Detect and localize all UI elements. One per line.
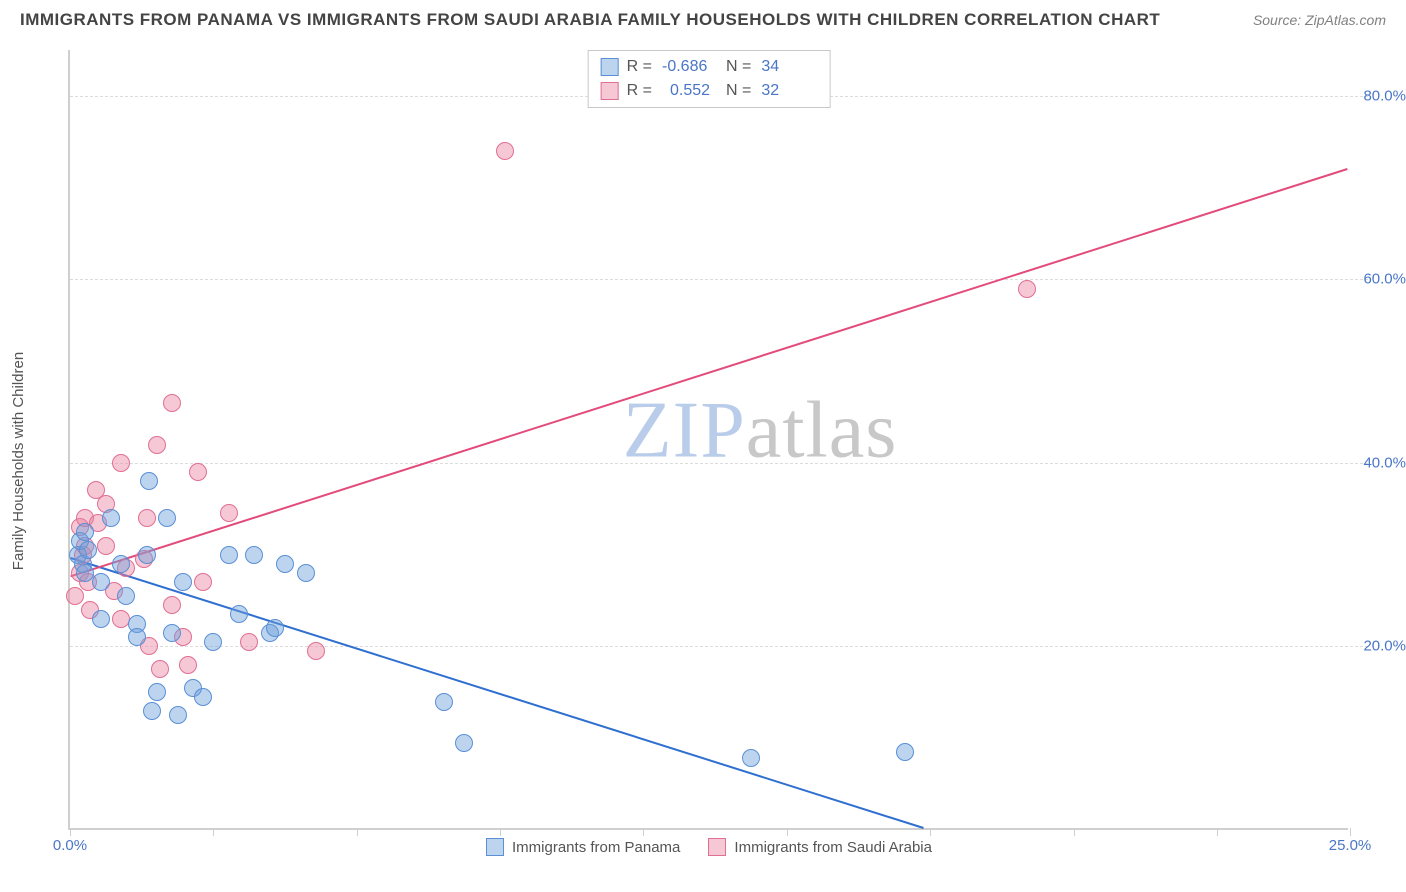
legend-item-saudi: Immigrants from Saudi Arabia: [708, 838, 932, 856]
legend-item-panama: Immigrants from Panama: [486, 838, 680, 856]
x-tick: [930, 828, 931, 836]
data-point: [455, 734, 473, 752]
legend-row-panama: R = -0.686 N = 34: [601, 55, 818, 79]
data-point: [66, 587, 84, 605]
x-tick: [500, 828, 501, 836]
swatch-panama: [486, 838, 504, 856]
data-point: [179, 656, 197, 674]
swatch-saudi: [601, 82, 619, 100]
data-point: [102, 509, 120, 527]
data-point: [194, 573, 212, 591]
data-point: [138, 546, 156, 564]
correlation-legend: R = -0.686 N = 34 R = 0.552 N = 32: [588, 50, 831, 108]
data-point: [297, 564, 315, 582]
data-point: [148, 436, 166, 454]
data-point: [266, 619, 284, 637]
data-point: [1018, 280, 1036, 298]
r-label: R =: [627, 55, 652, 79]
r-label: R =: [627, 79, 652, 103]
data-point: [220, 546, 238, 564]
y-tick-label: 80.0%: [1363, 87, 1406, 104]
data-point: [435, 693, 453, 711]
swatch-panama: [601, 58, 619, 76]
chart-title: IMMIGRANTS FROM PANAMA VS IMMIGRANTS FRO…: [20, 10, 1160, 30]
data-point: [169, 706, 187, 724]
y-tick-label: 40.0%: [1363, 454, 1406, 471]
n-value-panama: 34: [761, 55, 817, 79]
x-tick: [1217, 828, 1218, 836]
data-point: [307, 642, 325, 660]
x-tick: [1074, 828, 1075, 836]
data-point: [163, 624, 181, 642]
data-point: [143, 702, 161, 720]
x-tick: [213, 828, 214, 836]
data-point: [151, 660, 169, 678]
y-tick-label: 20.0%: [1363, 638, 1406, 655]
swatch-saudi: [708, 838, 726, 856]
x-tick-label: 0.0%: [53, 837, 87, 854]
series-name-panama: Immigrants from Panama: [512, 839, 680, 856]
data-point: [158, 509, 176, 527]
x-tick: [787, 828, 788, 836]
data-point: [79, 541, 97, 559]
data-point: [97, 537, 115, 555]
data-point: [896, 743, 914, 761]
data-point: [148, 683, 166, 701]
data-point: [76, 523, 94, 541]
data-point: [92, 573, 110, 591]
data-point: [189, 463, 207, 481]
r-value-panama: -0.686: [662, 55, 718, 79]
series-legend: Immigrants from Panama Immigrants from S…: [486, 838, 932, 856]
y-axis-label: Family Households with Children: [10, 352, 27, 570]
data-point: [204, 633, 222, 651]
data-point: [138, 509, 156, 527]
data-point: [128, 628, 146, 646]
data-point: [112, 555, 130, 573]
trend-lines: [70, 50, 1348, 828]
data-point: [174, 573, 192, 591]
data-point: [194, 688, 212, 706]
source-label: Source: ZipAtlas.com: [1253, 12, 1386, 28]
data-point: [117, 587, 135, 605]
data-point: [240, 633, 258, 651]
n-value-saudi: 32: [761, 79, 817, 103]
data-point: [163, 596, 181, 614]
x-tick: [643, 828, 644, 836]
data-point: [163, 394, 181, 412]
data-point: [276, 555, 294, 573]
x-tick: [357, 828, 358, 836]
x-tick: [1350, 828, 1351, 836]
x-tick: [70, 828, 71, 836]
r-value-saudi: 0.552: [662, 79, 718, 103]
n-label: N =: [726, 79, 751, 103]
data-point: [496, 142, 514, 160]
data-point: [742, 749, 760, 767]
chart-area: Family Households with Children ZIPatlas…: [20, 40, 1386, 882]
legend-row-saudi: R = 0.552 N = 32: [601, 79, 818, 103]
x-tick-label: 25.0%: [1329, 837, 1372, 854]
series-name-saudi: Immigrants from Saudi Arabia: [734, 839, 932, 856]
n-label: N =: [726, 55, 751, 79]
data-point: [245, 546, 263, 564]
data-point: [140, 472, 158, 490]
y-tick-label: 60.0%: [1363, 271, 1406, 288]
data-point: [112, 454, 130, 472]
plot-region: ZIPatlas R = -0.686 N = 34 R = 0.552 N =…: [68, 50, 1348, 830]
data-point: [230, 605, 248, 623]
data-point: [92, 610, 110, 628]
data-point: [220, 504, 238, 522]
